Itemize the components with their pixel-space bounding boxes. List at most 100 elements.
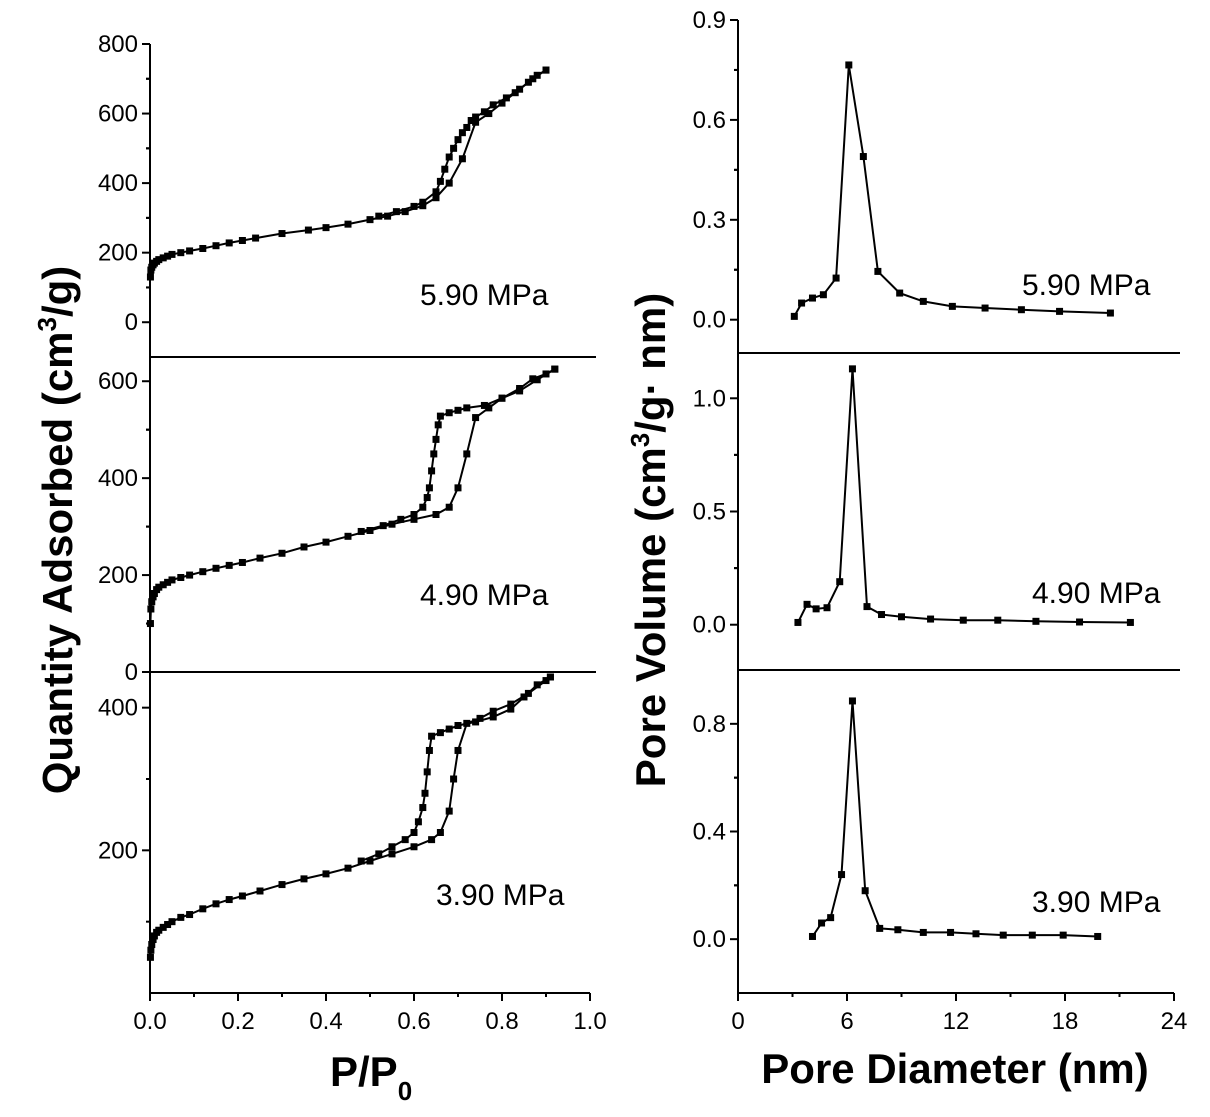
left-adsorption-point (159, 923, 167, 931)
right-series-point (1028, 931, 1036, 939)
left-desorption-point (428, 467, 436, 475)
left-desorption-point (410, 511, 418, 518)
right-x-tick-label: 0 (731, 1008, 744, 1035)
right-panel-0: 0.0 0.3 0.6 0.9 5.90 MPa (693, 7, 1180, 354)
left-desorption-point (533, 681, 541, 689)
left-adsorption-point (489, 707, 497, 715)
left-desorption-point (425, 484, 433, 492)
left-adsorption-point (155, 583, 163, 591)
left-adsorption-point (146, 273, 154, 281)
right-series-point (848, 365, 856, 373)
left-desorption-point (516, 85, 524, 93)
left-panel-label: 3.90 MPa (436, 879, 565, 912)
left-adsorption-point (432, 194, 440, 202)
left-desorption-point (392, 208, 400, 216)
left-desorption-point (375, 850, 383, 858)
left-desorption-point (401, 836, 409, 844)
left-desorption-point (445, 725, 453, 733)
left-adsorption-point (238, 236, 246, 244)
left-desorption-point (436, 729, 444, 737)
right-panel-2: 0.0 0.4 0.8 3.90 MPa (693, 697, 1161, 953)
left-adsorption-point (225, 239, 233, 247)
right-x-tick-label: 6 (840, 1008, 853, 1035)
right-panel-1: 0.0 0.5 1.0 4.90 MPa (693, 365, 1180, 671)
left-desorption-point (454, 136, 462, 144)
right-series-point (898, 613, 905, 621)
right-y-tick-label: 0.0 (693, 307, 726, 334)
right-series-point (972, 930, 980, 938)
left-panel-0: 0 200 400 600 800 5.90 MPa (98, 31, 596, 358)
right-series-point (896, 289, 904, 297)
left-adsorption-point (186, 247, 194, 255)
left-x-tick-label: 1.0 (573, 1008, 606, 1035)
left-adsorption-point (225, 896, 233, 904)
right-series-point (919, 297, 927, 305)
left-adsorption-point (458, 155, 466, 163)
left-adsorption-point (147, 605, 155, 613)
left-adsorption-point (148, 940, 156, 948)
left-y-tick-label: 200 (98, 837, 138, 864)
left-adsorption-point (388, 850, 396, 858)
left-adsorption-point (485, 110, 493, 118)
left-desorption-point (423, 768, 431, 776)
right-series-point (981, 304, 989, 312)
left-desorption-point (419, 804, 427, 812)
left-y-tick-label: 200 (98, 240, 138, 267)
left-desorption-point (489, 101, 497, 109)
left-desorption-point (445, 409, 453, 417)
left-adsorption-point (366, 857, 374, 865)
left-adsorption-point (432, 511, 440, 518)
right-series-point (848, 697, 856, 705)
left-adsorption-point (410, 843, 418, 851)
left-desorption-point (516, 387, 524, 395)
right-series-point (808, 294, 816, 302)
left-adsorption-point (212, 564, 220, 572)
left-adsorption-point (498, 99, 506, 107)
left-desorption-point (428, 732, 436, 740)
left-desorption-point (458, 129, 466, 137)
right-y-axis-title: Pore Volume (cm3/g· nm) (625, 293, 674, 787)
right-series-point (947, 928, 955, 936)
right-series-point (1106, 309, 1114, 317)
right-x-tick-label: 12 (943, 1008, 970, 1035)
left-adsorption-point (147, 946, 155, 954)
right-y-tick-label: 0.0 (693, 612, 726, 639)
left-adsorption-point (454, 746, 462, 754)
left-y-tick-label: 0 (125, 659, 138, 686)
left-adsorption-point (322, 224, 330, 232)
right-series-point (838, 871, 846, 879)
right-series-point (999, 931, 1007, 939)
left-desorption-point (425, 746, 433, 754)
left-desorption-point (450, 144, 458, 152)
left-adsorption-point (168, 576, 176, 584)
right-y-tick-label: 0.9 (693, 7, 726, 34)
right-series-point (874, 267, 882, 275)
right-x-tick-label: 18 (1052, 1008, 1079, 1035)
left-adsorption-point (366, 526, 374, 534)
left-desorption-point (423, 494, 431, 502)
left-adsorption-point (149, 936, 157, 943)
left-y-tick-label: 600 (98, 101, 138, 128)
left-desorption-point (454, 722, 462, 729)
left-desorption-point (542, 66, 550, 74)
right-series-point (1076, 618, 1084, 626)
left-desorption-point (480, 108, 488, 116)
left-adsorption-point (322, 870, 330, 878)
left-adsorption-point (445, 503, 453, 511)
right-y-tick-label: 0.4 (693, 819, 726, 846)
left-desorption-point (441, 165, 449, 173)
left-desorption-point (421, 789, 429, 797)
left-adsorption-point (344, 220, 352, 228)
right-series-point (812, 605, 820, 613)
left-adsorption-point (177, 249, 185, 257)
left-desorption-point (430, 450, 438, 458)
left-adsorption-point (304, 226, 312, 234)
left-desorption-point (445, 153, 453, 161)
right-series-point (919, 928, 927, 936)
left-y-tick-label: 400 (98, 465, 138, 492)
right-series-point (959, 616, 967, 624)
left-desorption-point (463, 404, 471, 412)
left-adsorption-point (278, 230, 286, 238)
left-desorption-point (432, 188, 440, 196)
left-adsorption-point (159, 581, 167, 589)
